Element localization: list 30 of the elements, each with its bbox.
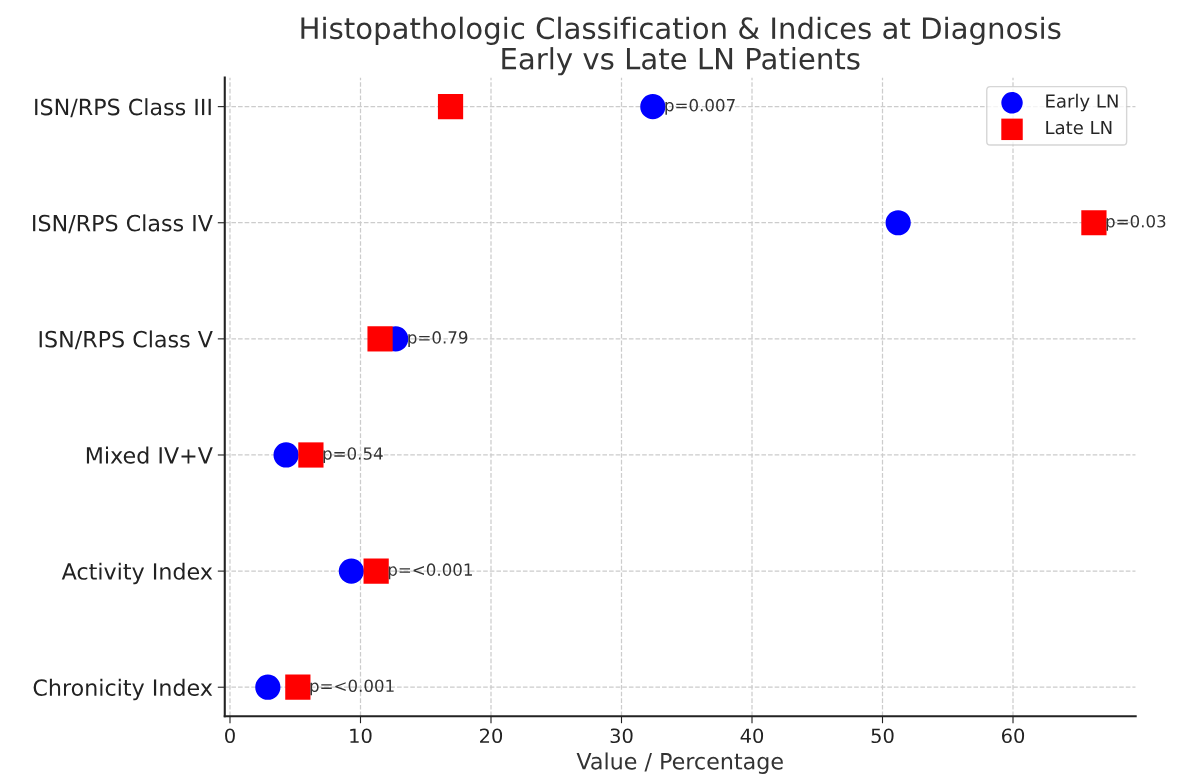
x-tick-label: 50: [871, 728, 894, 744]
y-tick-label: ISN/RPS Class IV: [33, 214, 213, 234]
point: [338, 558, 364, 584]
legend-label: Early LN: [1046, 93, 1118, 112]
y-tick-label: Mixed IV+V: [86, 446, 213, 464]
x-tick-label: 60: [1001, 728, 1025, 744]
y-tick-label: ISN/RPS Class III: [35, 98, 211, 118]
y-tick-label: Activity Index: [61, 562, 213, 585]
x-tick-label: 30: [610, 728, 633, 744]
x-tick-label: 0: [225, 728, 235, 744]
x-tick-label: 40: [740, 728, 764, 744]
point: [367, 326, 393, 352]
point: [640, 94, 666, 120]
point: [363, 558, 389, 584]
y-tick-label: Chronicity Index: [33, 678, 213, 701]
point: [273, 442, 299, 468]
annotation: p=0.007: [665, 98, 735, 115]
x-axis-title: Value / Percentage: [576, 752, 783, 774]
point: [285, 674, 311, 700]
point: [255, 674, 281, 700]
point: [437, 94, 464, 120]
x-tick-label: 10: [350, 728, 372, 744]
chart-title: Histopathologic Classification & Indices at Diagnosis Early vs Late LN Patients: [301, 16, 1061, 76]
point: [885, 210, 911, 236]
point: [298, 442, 324, 468]
annotation: p=0.79: [408, 331, 468, 347]
point: [1081, 210, 1107, 236]
x-tick-label: 20: [480, 728, 503, 744]
y-tick-label: ISN/RPS Class V: [39, 330, 213, 350]
legend-label: Late LN: [1046, 120, 1112, 135]
